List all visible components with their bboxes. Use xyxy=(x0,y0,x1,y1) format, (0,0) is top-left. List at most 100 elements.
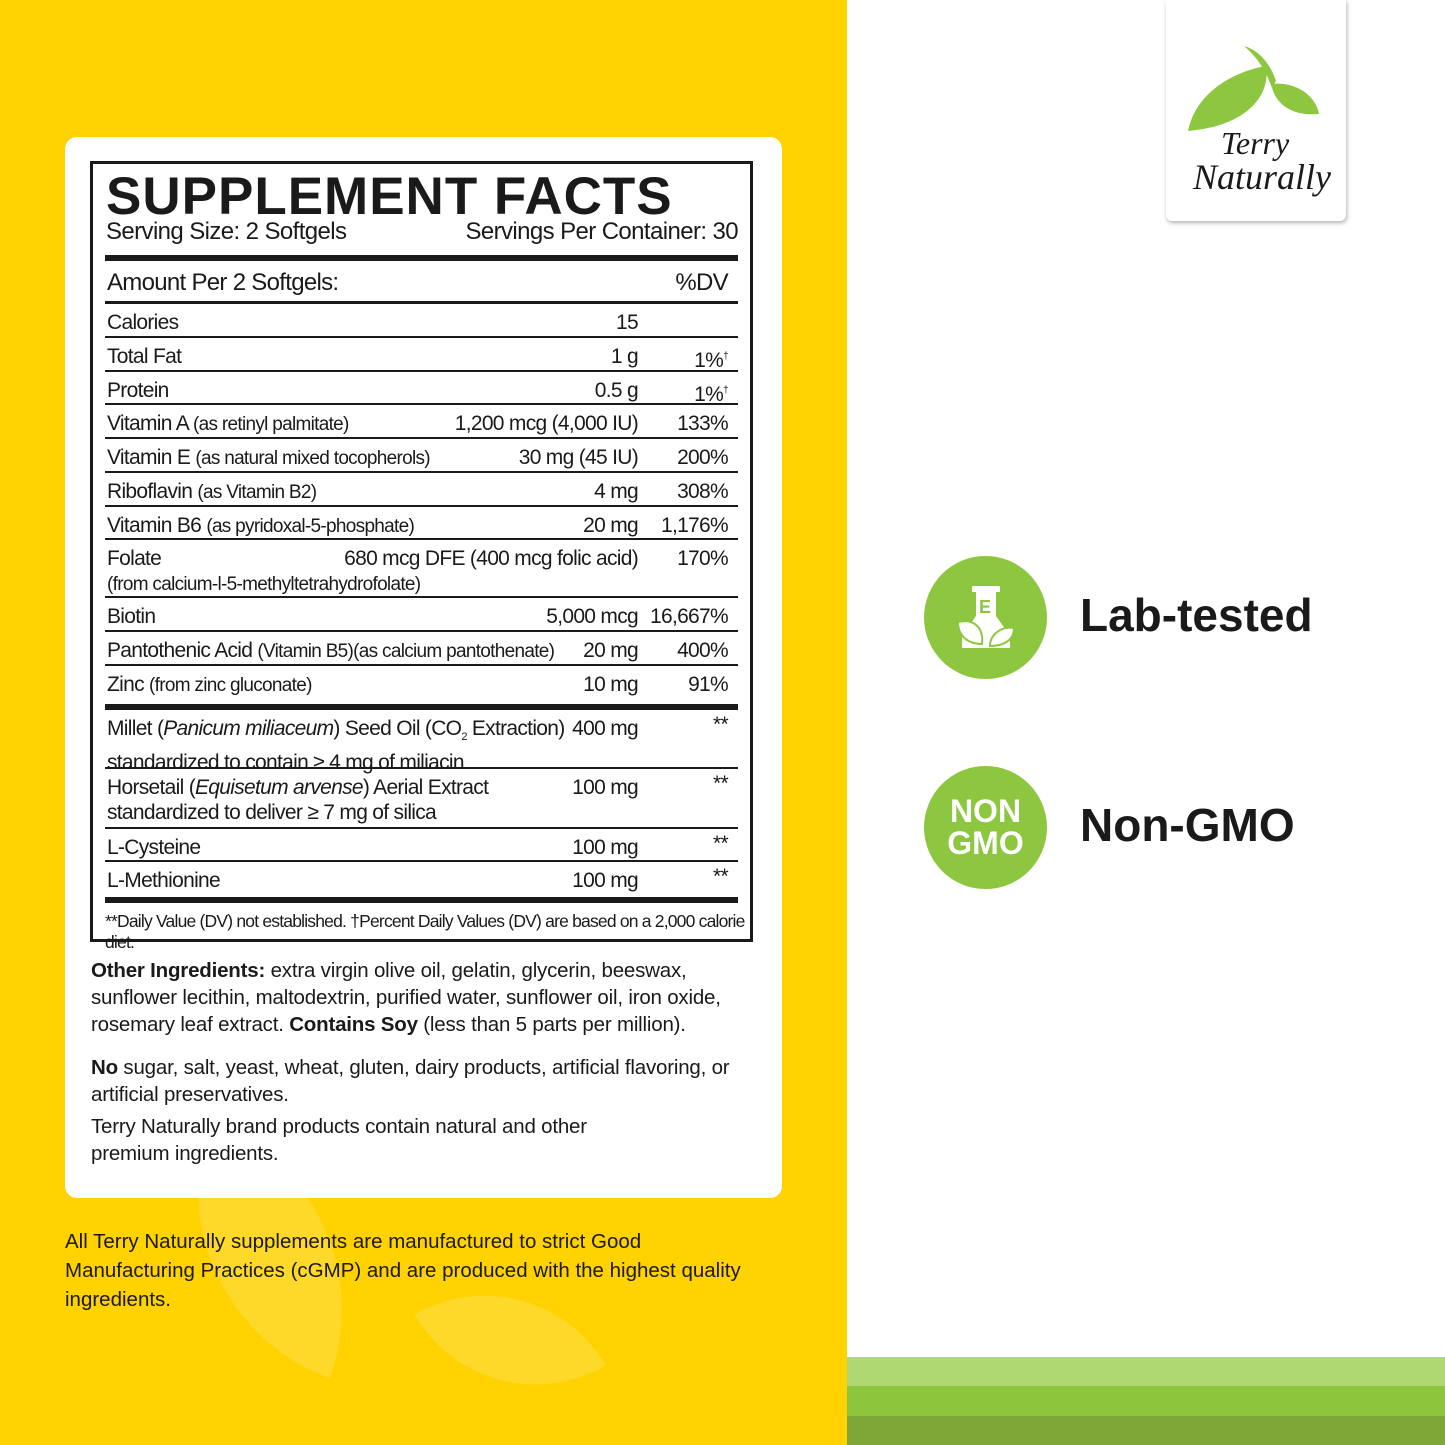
nutrient-detail: (as pyridoxal-5-phosphate) xyxy=(206,516,415,537)
nutrient-row: Calories 15 xyxy=(105,304,738,338)
nutrient-detail: (as natural mixed tocopherols) xyxy=(195,448,430,469)
nutrient-dv: 133% xyxy=(677,412,729,435)
nutrient-name: Calories xyxy=(107,311,179,334)
divider-thick xyxy=(105,255,738,261)
nutrient-row: Folate (from calcium-l-5-methyltetrahydro… xyxy=(105,540,738,598)
free-from-text: sugar, salt, yeast, wheat, gluten, dairy… xyxy=(91,1056,730,1106)
non-gmo-icon-text: GMO xyxy=(947,825,1024,861)
nutrient-row: Zinc (from zinc gluconate) 10 mg 91% xyxy=(105,666,738,702)
nutrient-amount: 10 mg xyxy=(583,673,639,696)
free-from-label: No xyxy=(91,1056,118,1079)
leaf-logo-icon: Terry Naturally xyxy=(1188,46,1331,197)
nutrient-name: Riboflavin (as Vitamin B2) xyxy=(107,480,317,503)
lab-tested-label: Lab-tested xyxy=(1080,589,1313,641)
ingredient-amount: 400 mg xyxy=(572,717,639,740)
nutrient-detail: (from zinc gluconate) xyxy=(149,675,312,696)
other-ingredients-label: Other Ingredients: xyxy=(91,959,266,982)
logo-text-naturally: Naturally xyxy=(1192,157,1331,197)
nutrient-amount: 680 mcg DFE (400 mcg folic acid) xyxy=(344,547,639,570)
supplement-card: SUPPLEMENT FACTS Serving Size: 2 Softgel… xyxy=(65,137,782,1198)
svg-text:E: E xyxy=(979,597,991,617)
ingredient-row: Horsetail (Equisetum arvense) Aerial Ext… xyxy=(105,769,738,829)
servings-per-container: Servings Per Container: 30 xyxy=(465,218,738,245)
nutrient-name: Biotin xyxy=(107,605,156,628)
left-panel: SUPPLEMENT FACTS Serving Size: 2 Softgel… xyxy=(0,0,847,1445)
nutrient-amount: 0.5 g xyxy=(594,379,639,402)
nutrient-name: Vitamin B6 (as pyridoxal-5-phosphate) xyxy=(107,514,415,537)
nutrient-row: Vitamin A (as retinyl palmitate) 1,200 mc… xyxy=(105,405,738,439)
nutrient-row: Protein 0.5 g 1%† xyxy=(105,372,738,406)
ingredient-name: Horsetail (Equisetum arvense) Aerial Ext… xyxy=(107,776,489,824)
divider-thick xyxy=(105,897,738,903)
nutrient-dv: 1%† xyxy=(694,349,729,372)
nutrient-amount: 5,000 mcg xyxy=(546,605,638,628)
nutrient-name: Folate (from calcium-l-5-methyltetrahydro… xyxy=(107,547,421,595)
nutrient-dv: 16,667% xyxy=(649,605,729,628)
nutrient-detail: (as retinyl palmitate) xyxy=(193,414,349,435)
contains-soy-label: Contains Soy xyxy=(289,1013,418,1036)
nutrient-detail: (as Vitamin B2) xyxy=(197,482,317,503)
contains-soy-text: (less than 5 parts per million). xyxy=(417,1013,686,1036)
nutrient-row: Pantothenic Acid (Vitamin B5)(as calcium… xyxy=(105,632,738,666)
ingredient-amount: 100 mg xyxy=(572,869,639,892)
nutrient-source: (from calcium-l-5-methyltetrahydrofolate… xyxy=(107,574,421,595)
nutrient-amount: 15 xyxy=(616,311,639,334)
ingredient-standardization: standardized to contain ≥ 4 mg of miliac… xyxy=(107,751,465,775)
non-gmo-icon-text: NON xyxy=(949,793,1022,829)
nutrient-row: Biotin 5,000 mcg 16,667% xyxy=(105,598,738,632)
lab-flask-leaf-icon: E xyxy=(956,586,1016,648)
serving-size: Serving Size: 2 Softgels xyxy=(106,218,347,245)
ingredient-name: L-Cysteine xyxy=(107,836,201,859)
facts-title: SUPPLEMENT FACTS xyxy=(106,167,673,226)
nutrient-amount: 20 mg xyxy=(583,639,639,662)
nutrient-dv: 170% xyxy=(677,547,729,570)
non-gmo-label: Non-GMO xyxy=(1080,799,1295,851)
nutrient-name: Zinc (from zinc gluconate) xyxy=(107,673,312,696)
other-ingredients: Other Ingredients: extra virgin olive oi… xyxy=(91,957,771,1038)
ingredient-dv: ** xyxy=(713,713,729,736)
nutrient-row: Vitamin E (as natural mixed tocopherols)… xyxy=(105,439,738,473)
ingredient-row: L-Cysteine 100 mg ** xyxy=(105,829,738,862)
nutrient-name: Vitamin A (as retinyl palmitate) xyxy=(107,412,349,435)
supplement-facts-panel: SUPPLEMENT FACTS Serving Size: 2 Softgel… xyxy=(90,161,753,952)
nutrient-name: Total Fat xyxy=(107,345,182,368)
other-ingredients-text: extra virgin olive oil, gelatin, glyceri… xyxy=(91,959,721,1036)
ingredient-dv: ** xyxy=(713,865,729,888)
ingredient-row: L-Methionine 100 mg ** xyxy=(105,862,738,897)
free-from-statement: No sugar, salt, yeast, wheat, gluten, da… xyxy=(91,1054,761,1108)
ingredient-name: Millet (Panicum miliaceum) Seed Oil (CO2… xyxy=(107,717,565,775)
nutrient-row: Total Fat 1 g 1%† xyxy=(105,338,738,372)
nutrient-row: Vitamin B6 (as pyridoxal-5-phosphate) 20 … xyxy=(105,507,738,540)
amount-per-label: Amount Per 2 Softgels: xyxy=(107,269,339,296)
nutrient-amount: 1,200 mcg (4,000 IU) xyxy=(454,412,639,435)
nutrient-name: Pantothenic Acid (Vitamin B5)(as calcium… xyxy=(107,639,555,662)
ingredient-dv: ** xyxy=(713,832,729,855)
nutrient-amount: 4 mg xyxy=(594,480,639,503)
nutrient-dv: 400% xyxy=(677,639,729,662)
stripe-light xyxy=(847,1357,1445,1386)
ingredient-dv: ** xyxy=(713,772,729,795)
stripe-mid xyxy=(847,1386,1445,1416)
non-gmo-badge: NON GMO xyxy=(924,766,1047,889)
nutrient-dv: 1,176% xyxy=(660,514,729,537)
stripe-dark xyxy=(847,1416,1445,1445)
ingredient-name: L-Methionine xyxy=(107,869,221,892)
nutrient-dv: 91% xyxy=(688,673,729,696)
brand-logo: Terry Naturally xyxy=(1166,0,1346,221)
nutrient-row: Riboflavin (as Vitamin B2) 4 mg 308% xyxy=(105,473,738,507)
footnote: **Daily Value (DV) not established. †Per… xyxy=(105,911,745,952)
nutrient-name: Protein xyxy=(107,379,169,402)
brand-note: Terry Naturally brand products contain n… xyxy=(91,1115,587,1165)
nutrient-name: Vitamin E (as natural mixed tocopherols) xyxy=(107,446,431,469)
nutrient-amount: 30 mg (45 IU) xyxy=(518,446,639,469)
nutrient-dv: 1%† xyxy=(694,383,729,406)
nutrient-detail: (Vitamin B5)(as calcium pantothenate) xyxy=(257,641,555,662)
nutrient-dv: 308% xyxy=(677,480,729,503)
ingredient-amount: 100 mg xyxy=(572,776,639,799)
ingredient-row: Millet (Panicum miliaceum) Seed Oil (CO2… xyxy=(105,710,738,774)
logo-text-terry: Terry xyxy=(1221,125,1290,161)
ingredient-standardization: standardized to deliver ≥ 7 mg of silica xyxy=(107,801,437,824)
dv-header: %DV xyxy=(675,269,728,296)
nutrient-dv: 200% xyxy=(677,446,729,469)
divider-thick xyxy=(105,704,738,710)
